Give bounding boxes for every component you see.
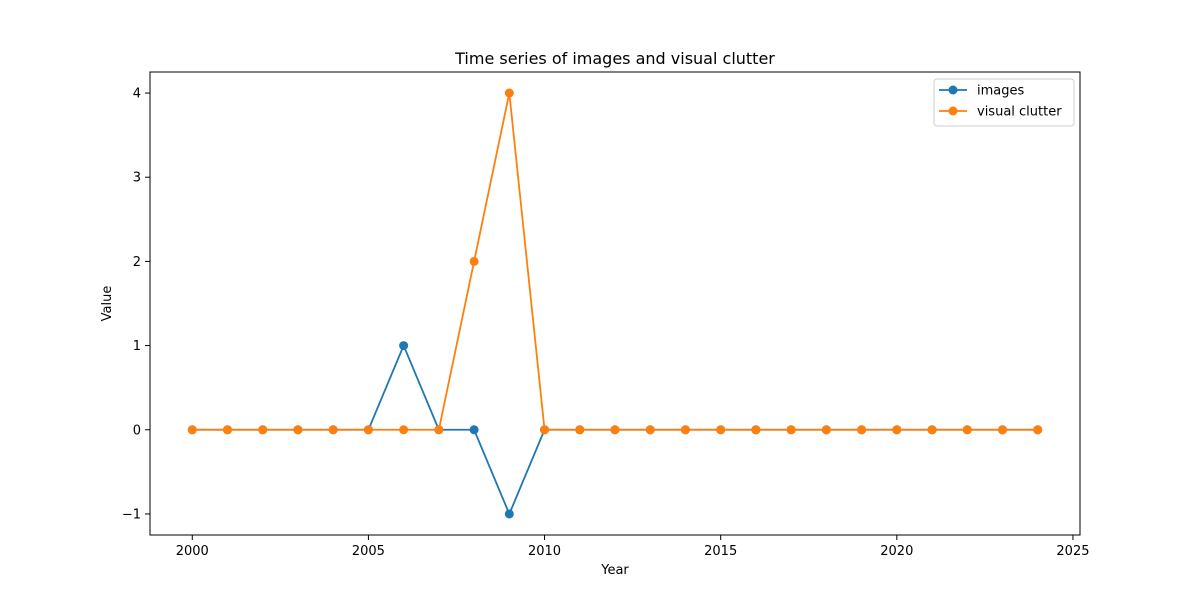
data-point [645, 425, 655, 435]
legend-box [933, 78, 1075, 127]
x-axis-ticks: 2000 2005 2010 2015 2020 2025 [176, 535, 1090, 559]
data-point [469, 256, 479, 266]
data-point [821, 425, 831, 435]
data-point [399, 341, 409, 351]
data-point [610, 425, 620, 435]
y-tick-label: 3 [133, 171, 141, 186]
legend-label: images [977, 84, 1024, 99]
y-tick-label: 2 [133, 255, 141, 270]
data-point [363, 425, 373, 435]
data-point [751, 425, 761, 435]
y-axis-ticks: −1 0 1 2 3 4 [122, 87, 150, 522]
series-line-1 [192, 92, 1038, 431]
series-layer [187, 88, 1043, 519]
data-point [187, 425, 197, 435]
data-point [892, 425, 902, 435]
y-axis-label: Value [100, 286, 115, 322]
data-point [716, 425, 726, 435]
legend-swatch-marker [948, 85, 958, 95]
legend-label: visual clutter [977, 105, 1062, 120]
data-point [258, 425, 268, 435]
data-point [223, 425, 232, 435]
chart-title: Time series of images and visual clutter [454, 49, 775, 68]
legend-swatch-marker [948, 106, 958, 116]
data-point [399, 425, 409, 435]
data-point [575, 425, 585, 435]
plot-frame [149, 71, 1081, 536]
data-point [504, 509, 514, 519]
y-tick-label: −1 [122, 507, 141, 522]
x-tick-label: 2010 [528, 544, 561, 559]
y-tick-label: 1 [133, 339, 141, 354]
x-tick-label: 2015 [704, 544, 737, 559]
data-point [927, 425, 937, 435]
x-tick-label: 2020 [880, 544, 913, 559]
data-point [680, 425, 690, 435]
data-point [504, 88, 514, 98]
data-point [857, 425, 867, 435]
x-tick-label: 2000 [176, 544, 209, 559]
x-tick-label: 2025 [1056, 544, 1089, 559]
x-tick-label: 2005 [352, 544, 385, 559]
data-point [293, 425, 303, 435]
data-point [469, 425, 479, 435]
legend: images visual clutter [933, 78, 1075, 127]
data-point [540, 425, 550, 435]
data-point [998, 425, 1007, 435]
data-point [786, 425, 796, 435]
data-point [434, 425, 444, 435]
x-axis-label: Year [600, 563, 629, 578]
data-point [962, 425, 972, 435]
y-tick-label: 0 [133, 423, 141, 438]
y-tick-label: 4 [133, 87, 141, 102]
data-point [328, 425, 338, 435]
data-point [1033, 425, 1043, 435]
